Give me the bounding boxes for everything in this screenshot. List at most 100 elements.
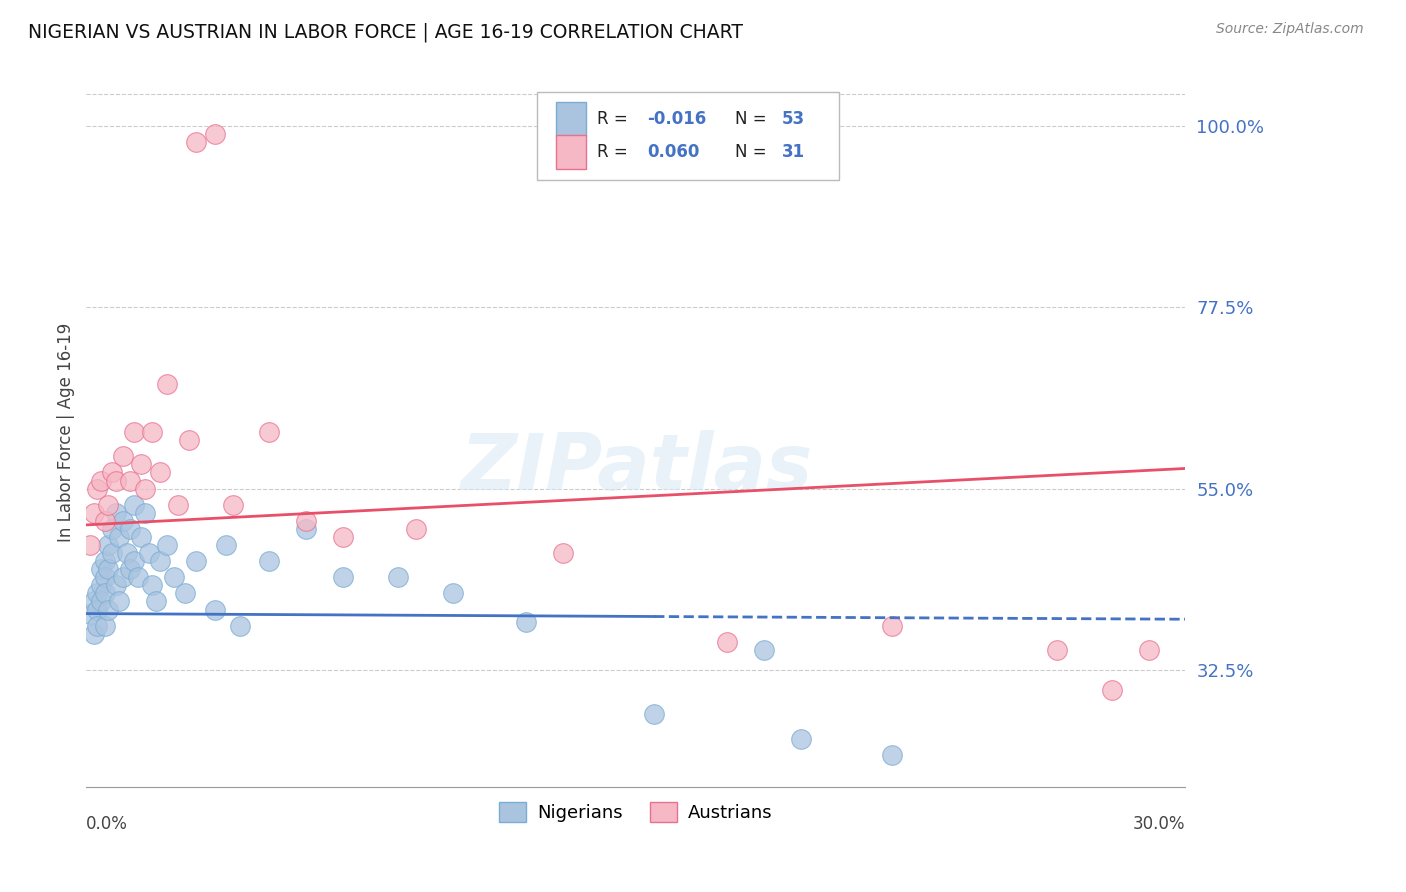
Point (111, 570, 134, 584)
Point (93, 586, 115, 600)
Point (148, 466, 170, 480)
Point (229, 618, 252, 632)
Point (83, 626, 105, 640)
Point (127, 570, 149, 584)
Point (138, 546, 160, 560)
Text: Source: ZipAtlas.com: Source: ZipAtlas.com (1216, 22, 1364, 37)
Point (441, 586, 464, 600)
Point (90, 594, 112, 608)
Point (332, 570, 354, 584)
Point (259, 425, 281, 440)
Point (97, 562, 120, 576)
Point (167, 498, 190, 512)
Point (177, 434, 200, 448)
Point (1137, 643, 1160, 657)
Bar (555, 135, 586, 169)
Point (204, 127, 226, 141)
Bar (555, 102, 586, 136)
Point (97, 498, 120, 512)
Point (122, 425, 145, 440)
FancyBboxPatch shape (537, 92, 839, 180)
Legend: Nigerians, Austrians: Nigerians, Austrians (492, 795, 779, 829)
Point (97, 538, 120, 552)
Point (104, 506, 127, 520)
Point (97, 602, 120, 616)
Point (79, 607, 101, 621)
Point (643, 707, 665, 722)
Text: 0.060: 0.060 (647, 143, 699, 161)
Text: 0.0%: 0.0% (86, 815, 128, 833)
Point (186, 554, 208, 568)
Point (86, 602, 108, 616)
Point (108, 594, 131, 608)
Text: R =: R = (598, 110, 633, 128)
Point (90, 474, 112, 488)
Point (120, 562, 142, 576)
Point (111, 514, 134, 528)
Point (134, 482, 156, 496)
Point (551, 546, 574, 560)
Point (104, 474, 127, 488)
Point (156, 538, 179, 552)
Point (108, 530, 131, 544)
Point (214, 538, 236, 552)
Point (86, 618, 108, 632)
Point (104, 578, 127, 592)
Text: NIGERIAN VS AUSTRIAN IN LABOR FORCE | AGE 16-19 CORRELATION CHART: NIGERIAN VS AUSTRIAN IN LABOR FORCE | AG… (28, 22, 744, 42)
Point (145, 594, 167, 608)
Point (148, 554, 170, 568)
Point (174, 586, 197, 600)
Point (752, 643, 775, 657)
Point (101, 466, 124, 480)
Point (1046, 643, 1069, 657)
Point (86, 482, 108, 496)
Point (79, 538, 101, 552)
Point (332, 530, 354, 544)
Point (93, 618, 115, 632)
Point (120, 522, 142, 536)
Text: N =: N = (735, 110, 772, 128)
Point (93, 514, 115, 528)
Point (1101, 683, 1123, 698)
Text: R =: R = (598, 143, 633, 161)
Text: 30.0%: 30.0% (1133, 815, 1185, 833)
Point (83, 506, 105, 520)
Text: 53: 53 (782, 110, 806, 128)
Point (93, 570, 115, 584)
Point (882, 747, 904, 762)
Point (86, 586, 108, 600)
Point (204, 602, 226, 616)
Point (222, 498, 245, 512)
Point (405, 522, 427, 536)
Text: 31: 31 (782, 143, 806, 161)
Point (101, 522, 124, 536)
Point (122, 498, 145, 512)
Point (111, 450, 134, 464)
Point (295, 522, 318, 536)
Point (129, 530, 152, 544)
Point (163, 570, 186, 584)
Point (115, 546, 138, 560)
Point (186, 135, 208, 149)
Point (789, 731, 811, 746)
Y-axis label: In Labor Force | Age 16-19: In Labor Force | Age 16-19 (58, 323, 75, 541)
Point (120, 474, 142, 488)
Text: -0.016: -0.016 (647, 110, 706, 128)
Point (101, 546, 124, 560)
Point (716, 635, 738, 649)
Point (295, 514, 318, 528)
Point (156, 376, 179, 391)
Point (129, 458, 152, 472)
Point (122, 554, 145, 568)
Point (141, 578, 163, 592)
Point (90, 578, 112, 592)
Text: ZIPatlas: ZIPatlas (460, 430, 811, 506)
Point (134, 506, 156, 520)
Point (90, 562, 112, 576)
Point (882, 618, 904, 632)
Point (387, 570, 409, 584)
Text: N =: N = (735, 143, 772, 161)
Point (259, 554, 281, 568)
Point (515, 615, 537, 629)
Point (93, 554, 115, 568)
